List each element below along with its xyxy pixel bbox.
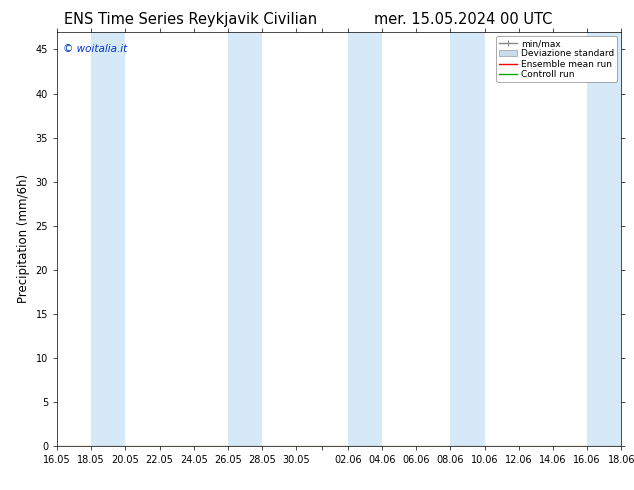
Bar [604,32,621,446]
Bar [347,32,365,446]
Bar [228,32,245,446]
Bar [450,32,467,446]
Bar [245,32,262,446]
Text: mer. 15.05.2024 00 UTC: mer. 15.05.2024 00 UTC [373,12,552,27]
Bar [91,32,108,446]
Bar [108,32,126,446]
Text: © woitalia.it: © woitalia.it [63,44,127,54]
Bar [587,32,604,446]
Y-axis label: Precipitation (mm/6h): Precipitation (mm/6h) [17,174,30,303]
Legend: min/max, Deviazione standard, Ensemble mean run, Controll run: min/max, Deviazione standard, Ensemble m… [496,36,617,82]
Text: ENS Time Series Reykjavik Civilian: ENS Time Series Reykjavik Civilian [63,12,317,27]
Bar [365,32,382,446]
Bar [467,32,484,446]
